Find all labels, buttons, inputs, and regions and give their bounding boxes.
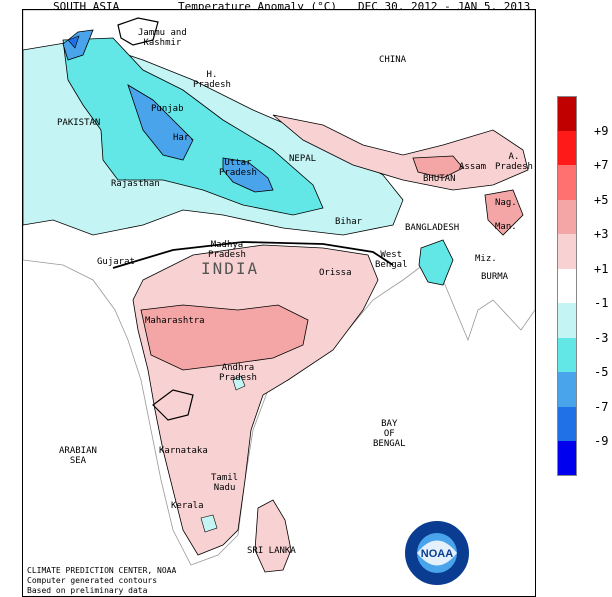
warmer-zone-nagaland [484,189,524,236]
label-nagaland: Nag. [495,198,517,208]
legend-swatch [557,337,577,372]
legend-swatch [557,406,577,441]
legend-swatch [557,199,577,234]
legend-tick-label: -3 [594,330,609,345]
label-mizoram: Miz. [475,254,497,264]
label-bhutan: BHUTAN [423,174,456,184]
legend-tick-label: +1 [594,261,609,276]
legend-colorbar [557,96,577,476]
label-bay-of-bengal: BAY OF BENGAL [373,419,406,449]
label-nepal: NEPAL [289,154,317,164]
cold-patch-kashmir-core [67,35,80,49]
cool-spot-andhra [232,375,246,391]
legend-swatch [557,96,577,131]
label-gujarat: Gujarat [97,257,135,267]
legend-swatch [557,234,577,269]
label-haryana: Har. [173,133,195,143]
credit-line-3: Based on preliminary data [27,586,148,595]
legend-swatch [557,303,577,338]
label-punjab: Punjab [151,104,184,114]
legend-tick-label: +7 [594,158,609,172]
label-pakistan: PAKISTAN [57,118,101,128]
legend-tick-label: +5 [594,192,609,207]
zero-contour-south [152,389,194,421]
label-india: INDIA [201,259,260,278]
label-himachal-pradesh: H. Pradesh [193,70,231,90]
label-tamil-nadu: Tamil Nadu [211,473,239,493]
label-burma: BURMA [481,272,509,282]
label-west-bengal: West Bengal [375,250,408,270]
cold-patch-kashmir [62,29,94,61]
warmer-zone-bhutan [412,155,464,179]
legend-tick-label: -5 [594,365,609,379]
warmer-zone-deccan [140,304,309,371]
label-andhra-pradesh: Andhra Pradesh [219,363,257,383]
warmer-zone-srilanka [254,499,292,573]
label-kerala: Kerala [171,501,204,511]
noaa-logo-text: NOAA [421,548,453,560]
label-sri-lanka: SRI LANKA [247,546,296,556]
label-uttar-pradesh: Uttar Pradesh [219,158,257,178]
label-rajasthan: Rajasthan [111,179,160,189]
label-jammu-kashmir: Jammu and Kashmir [138,28,187,48]
label-arabian-sea: ARABIAN SEA [59,446,97,466]
cold-patch-up [222,157,274,193]
label-madhya-pradesh: Madhya Pradesh [208,240,246,260]
label-orissa: Orissa [319,268,352,278]
credit-line-1: CLIMATE PREDICTION CENTER, NOAA [27,566,177,575]
cooler-zone-bangladesh [418,239,454,286]
legend-swatch [557,165,577,200]
legend-tick-label: -1 [594,296,609,310]
legend-swatch [557,130,577,165]
label-bihar: Bihar [335,217,363,227]
anomaly-map [23,10,535,573]
noaa-logo: NOAA [402,518,472,588]
credit-line-2: Computer generated contours [27,576,158,585]
label-assam: Assam [459,162,487,172]
zero-contour-north [112,241,394,269]
label-china: CHINA [379,55,407,65]
label-arunachal-pradesh: A. Pradesh [495,152,533,172]
label-karnataka: Karnataka [159,446,208,456]
warmer-zone-himalaya [272,114,529,191]
legend-tick-label: +9 [594,123,609,138]
legend-tick-label: +3 [594,227,609,241]
label-bangladesh: BANGLADESH [405,223,460,233]
zero-contour-jammu [117,17,159,46]
cool-spot-kerala [200,514,218,533]
legend-swatch [557,268,577,303]
label-manipur: Man. [495,222,517,232]
map-panel: Jammu and Kashmir CHINA H. Pradesh PAKIS… [22,9,536,597]
cold-patch-punjab [127,84,194,161]
legend-swatch [557,372,577,407]
legend-swatch [557,441,577,476]
label-maharashtra: Maharashtra [145,316,205,326]
legend-tick-label: -9 [594,434,609,448]
legend-tick-label: -7 [594,399,609,414]
